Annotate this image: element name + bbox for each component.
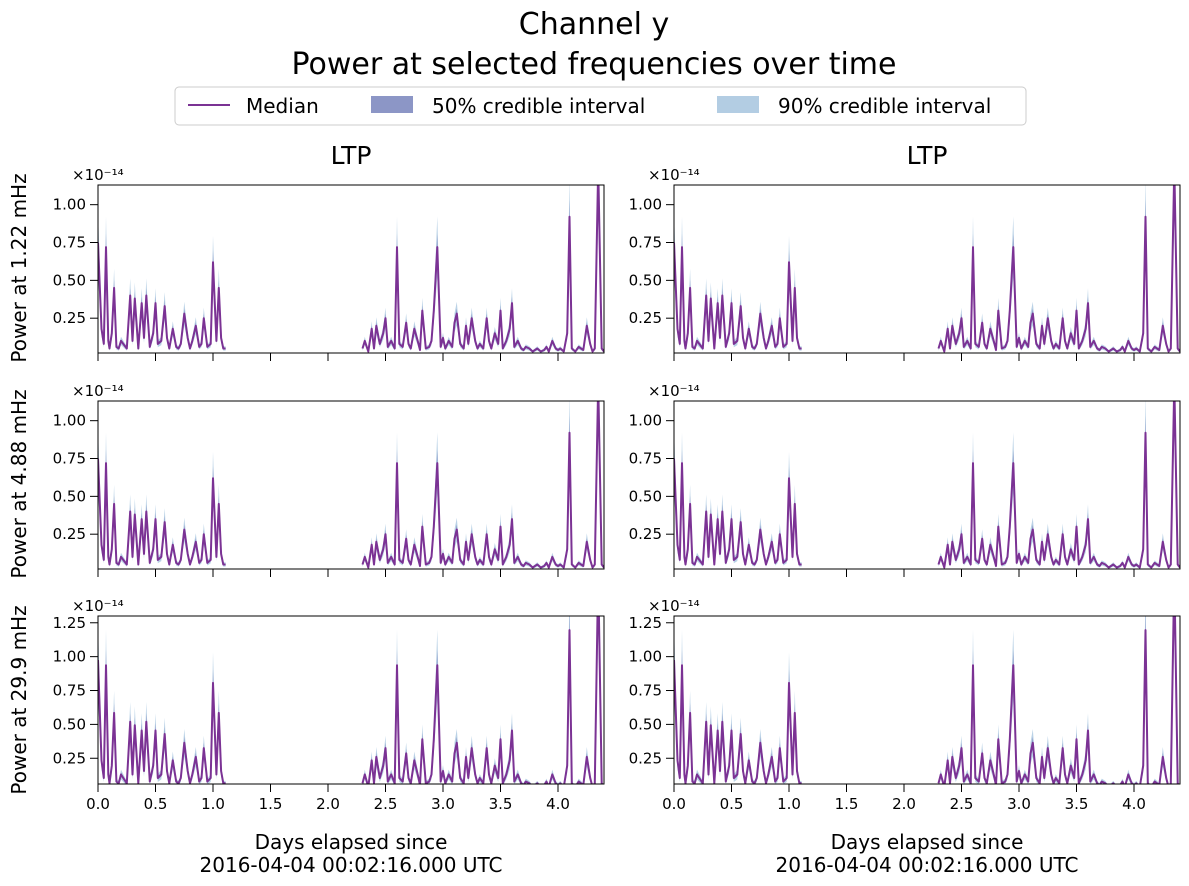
axes-frame xyxy=(673,615,1181,785)
x-tick-label: 1.5 xyxy=(259,795,283,813)
y-tick-label: 0.50 xyxy=(53,487,86,505)
x-tick-label: 0.5 xyxy=(144,795,168,813)
x-tick-label: 1.5 xyxy=(835,795,859,813)
y-multiplier: ×10⁻¹⁴ xyxy=(648,382,700,400)
xlabel-left-line2: 2016-04-04 00:02:16.000 UTC xyxy=(200,853,503,877)
median-line-seg1 xyxy=(674,458,802,566)
y-tick-label: 0.25 xyxy=(629,309,662,327)
y-multiplier: ×10⁻¹⁴ xyxy=(72,597,124,615)
median-line-seg1 xyxy=(98,458,226,566)
axes-frame xyxy=(97,615,605,785)
column-title-right: LTP xyxy=(907,141,948,170)
median-line-seg1 xyxy=(674,242,802,350)
median-line-seg1 xyxy=(98,242,226,350)
y-tick-label: 0.50 xyxy=(629,487,662,505)
y-tick-label: 1.00 xyxy=(53,196,86,214)
x-tick-label: 3.0 xyxy=(431,795,455,813)
y-tick-label: 0.75 xyxy=(53,450,86,468)
y-tick-label: 0.75 xyxy=(53,682,86,700)
y-tick-label: 1.00 xyxy=(629,412,662,430)
y-tick-label: 1.00 xyxy=(53,412,86,430)
y-tick-label: 0.50 xyxy=(53,271,86,289)
plot-area xyxy=(98,616,604,784)
row-ylabel-2: Power at 4.88 mHz xyxy=(7,389,31,578)
x-tick-label: 3.0 xyxy=(1007,795,1031,813)
y-multiplier: ×10⁻¹⁴ xyxy=(72,166,124,184)
median-line-seg2 xyxy=(937,185,1180,353)
median-line-seg2 xyxy=(361,401,604,569)
legend-ci90-swatch xyxy=(717,96,759,113)
axes-frame xyxy=(673,184,1181,354)
x-tick-label: 1.0 xyxy=(777,795,801,813)
xlabel-right-line1: Days elapsed since xyxy=(831,830,1024,854)
x-tick-label: 2.0 xyxy=(316,795,340,813)
y-tick-label: 1.00 xyxy=(629,648,662,666)
y-tick-label: 0.25 xyxy=(629,525,662,543)
panel-r3-c2: 0.25 0.50 0.75 1.00 1.25×10⁻¹⁴ 0.0 0.5 1.0 1.5 2.… xyxy=(629,597,1181,813)
panel-r1-c1: 0.25 0.50 0.75 1.00 ×10⁻¹⁴ xyxy=(53,166,605,361)
figure-title-line2: Power at selected frequencies over time xyxy=(292,47,897,82)
y-tick-label: 0.25 xyxy=(53,525,86,543)
plot-area xyxy=(674,185,1180,353)
y-tick-label: 0.75 xyxy=(629,234,662,252)
panel-r1-c2: 0.25 0.50 0.75 1.00 ×10⁻¹⁴ xyxy=(629,166,1181,361)
panels: 0.25 0.50 0.75 1.00 ×10⁻¹⁴ 0.25 0.50 0.75 1.00 ×1… xyxy=(53,166,1181,813)
median-line-seg2 xyxy=(361,185,604,353)
plot-area xyxy=(674,401,1180,569)
plot-area xyxy=(674,616,1180,784)
y-tick-label: 0.25 xyxy=(629,749,662,767)
legend-ci90-label: 90% credible interval xyxy=(778,94,991,118)
legend-ci50-label: 50% credible interval xyxy=(432,94,645,118)
x-tick-label: 2.5 xyxy=(374,795,398,813)
y-multiplier: ×10⁻¹⁴ xyxy=(648,597,700,615)
x-tick-label: 3.5 xyxy=(1065,795,1089,813)
xlabel-right-line2: 2016-04-04 00:02:16.000 UTC xyxy=(776,853,1079,877)
axes-frame xyxy=(673,400,1181,570)
legend-median-label: Median xyxy=(246,94,319,118)
x-tick-label: 3.5 xyxy=(489,795,513,813)
median-line-seg1 xyxy=(674,659,802,784)
x-tick-label: 2.5 xyxy=(950,795,974,813)
row-ylabel-3: Power at 29.9 mHz xyxy=(7,605,31,794)
y-tick-label: 1.25 xyxy=(53,614,86,632)
column-title-left: LTP xyxy=(331,141,372,170)
y-tick-label: 0.25 xyxy=(53,309,86,327)
panel-r2-c2: 0.25 0.50 0.75 1.00 ×10⁻¹⁴ xyxy=(629,382,1181,577)
plot-area xyxy=(98,401,604,569)
xlabel-left-line1: Days elapsed since xyxy=(255,830,448,854)
median-line-seg2 xyxy=(937,616,1180,784)
panel-r3-c1: 0.25 0.50 0.75 1.00 1.25×10⁻¹⁴ 0.0 0.5 1.0 1.5 2.… xyxy=(53,597,605,813)
axes-frame xyxy=(97,184,605,354)
x-tick-label: 4.0 xyxy=(1122,795,1146,813)
plot-area xyxy=(98,185,604,353)
figure-title-line1: Channel y xyxy=(519,7,669,42)
median-line-seg2 xyxy=(937,401,1180,569)
legend: Median 50% credible interval 90% credibl… xyxy=(174,86,1027,126)
x-tick-label: 0.0 xyxy=(86,795,110,813)
panel-r2-c1: 0.25 0.50 0.75 1.00 ×10⁻¹⁴ xyxy=(53,382,605,577)
axes-frame xyxy=(97,400,605,570)
x-tick-label: 2.0 xyxy=(892,795,916,813)
y-multiplier: ×10⁻¹⁴ xyxy=(72,382,124,400)
y-tick-label: 0.25 xyxy=(53,749,86,767)
x-tick-label: 0.5 xyxy=(720,795,744,813)
median-line-seg2 xyxy=(361,616,604,784)
y-tick-label: 0.50 xyxy=(629,271,662,289)
y-tick-label: 0.50 xyxy=(629,715,662,733)
y-tick-label: 1.25 xyxy=(629,614,662,632)
median-line-seg1 xyxy=(98,659,226,784)
y-tick-label: 1.00 xyxy=(629,196,662,214)
y-tick-label: 1.00 xyxy=(53,648,86,666)
y-tick-label: 0.75 xyxy=(629,450,662,468)
y-tick-label: 0.50 xyxy=(53,715,86,733)
y-tick-label: 0.75 xyxy=(629,682,662,700)
y-tick-label: 0.75 xyxy=(53,234,86,252)
x-tick-label: 4.0 xyxy=(546,795,570,813)
x-tick-label: 1.0 xyxy=(201,795,225,813)
legend-ci50-swatch xyxy=(371,96,413,113)
x-tick-label: 0.0 xyxy=(662,795,686,813)
y-multiplier: ×10⁻¹⁴ xyxy=(648,166,700,184)
row-ylabel-1: Power at 1.22 mHz xyxy=(7,173,31,362)
